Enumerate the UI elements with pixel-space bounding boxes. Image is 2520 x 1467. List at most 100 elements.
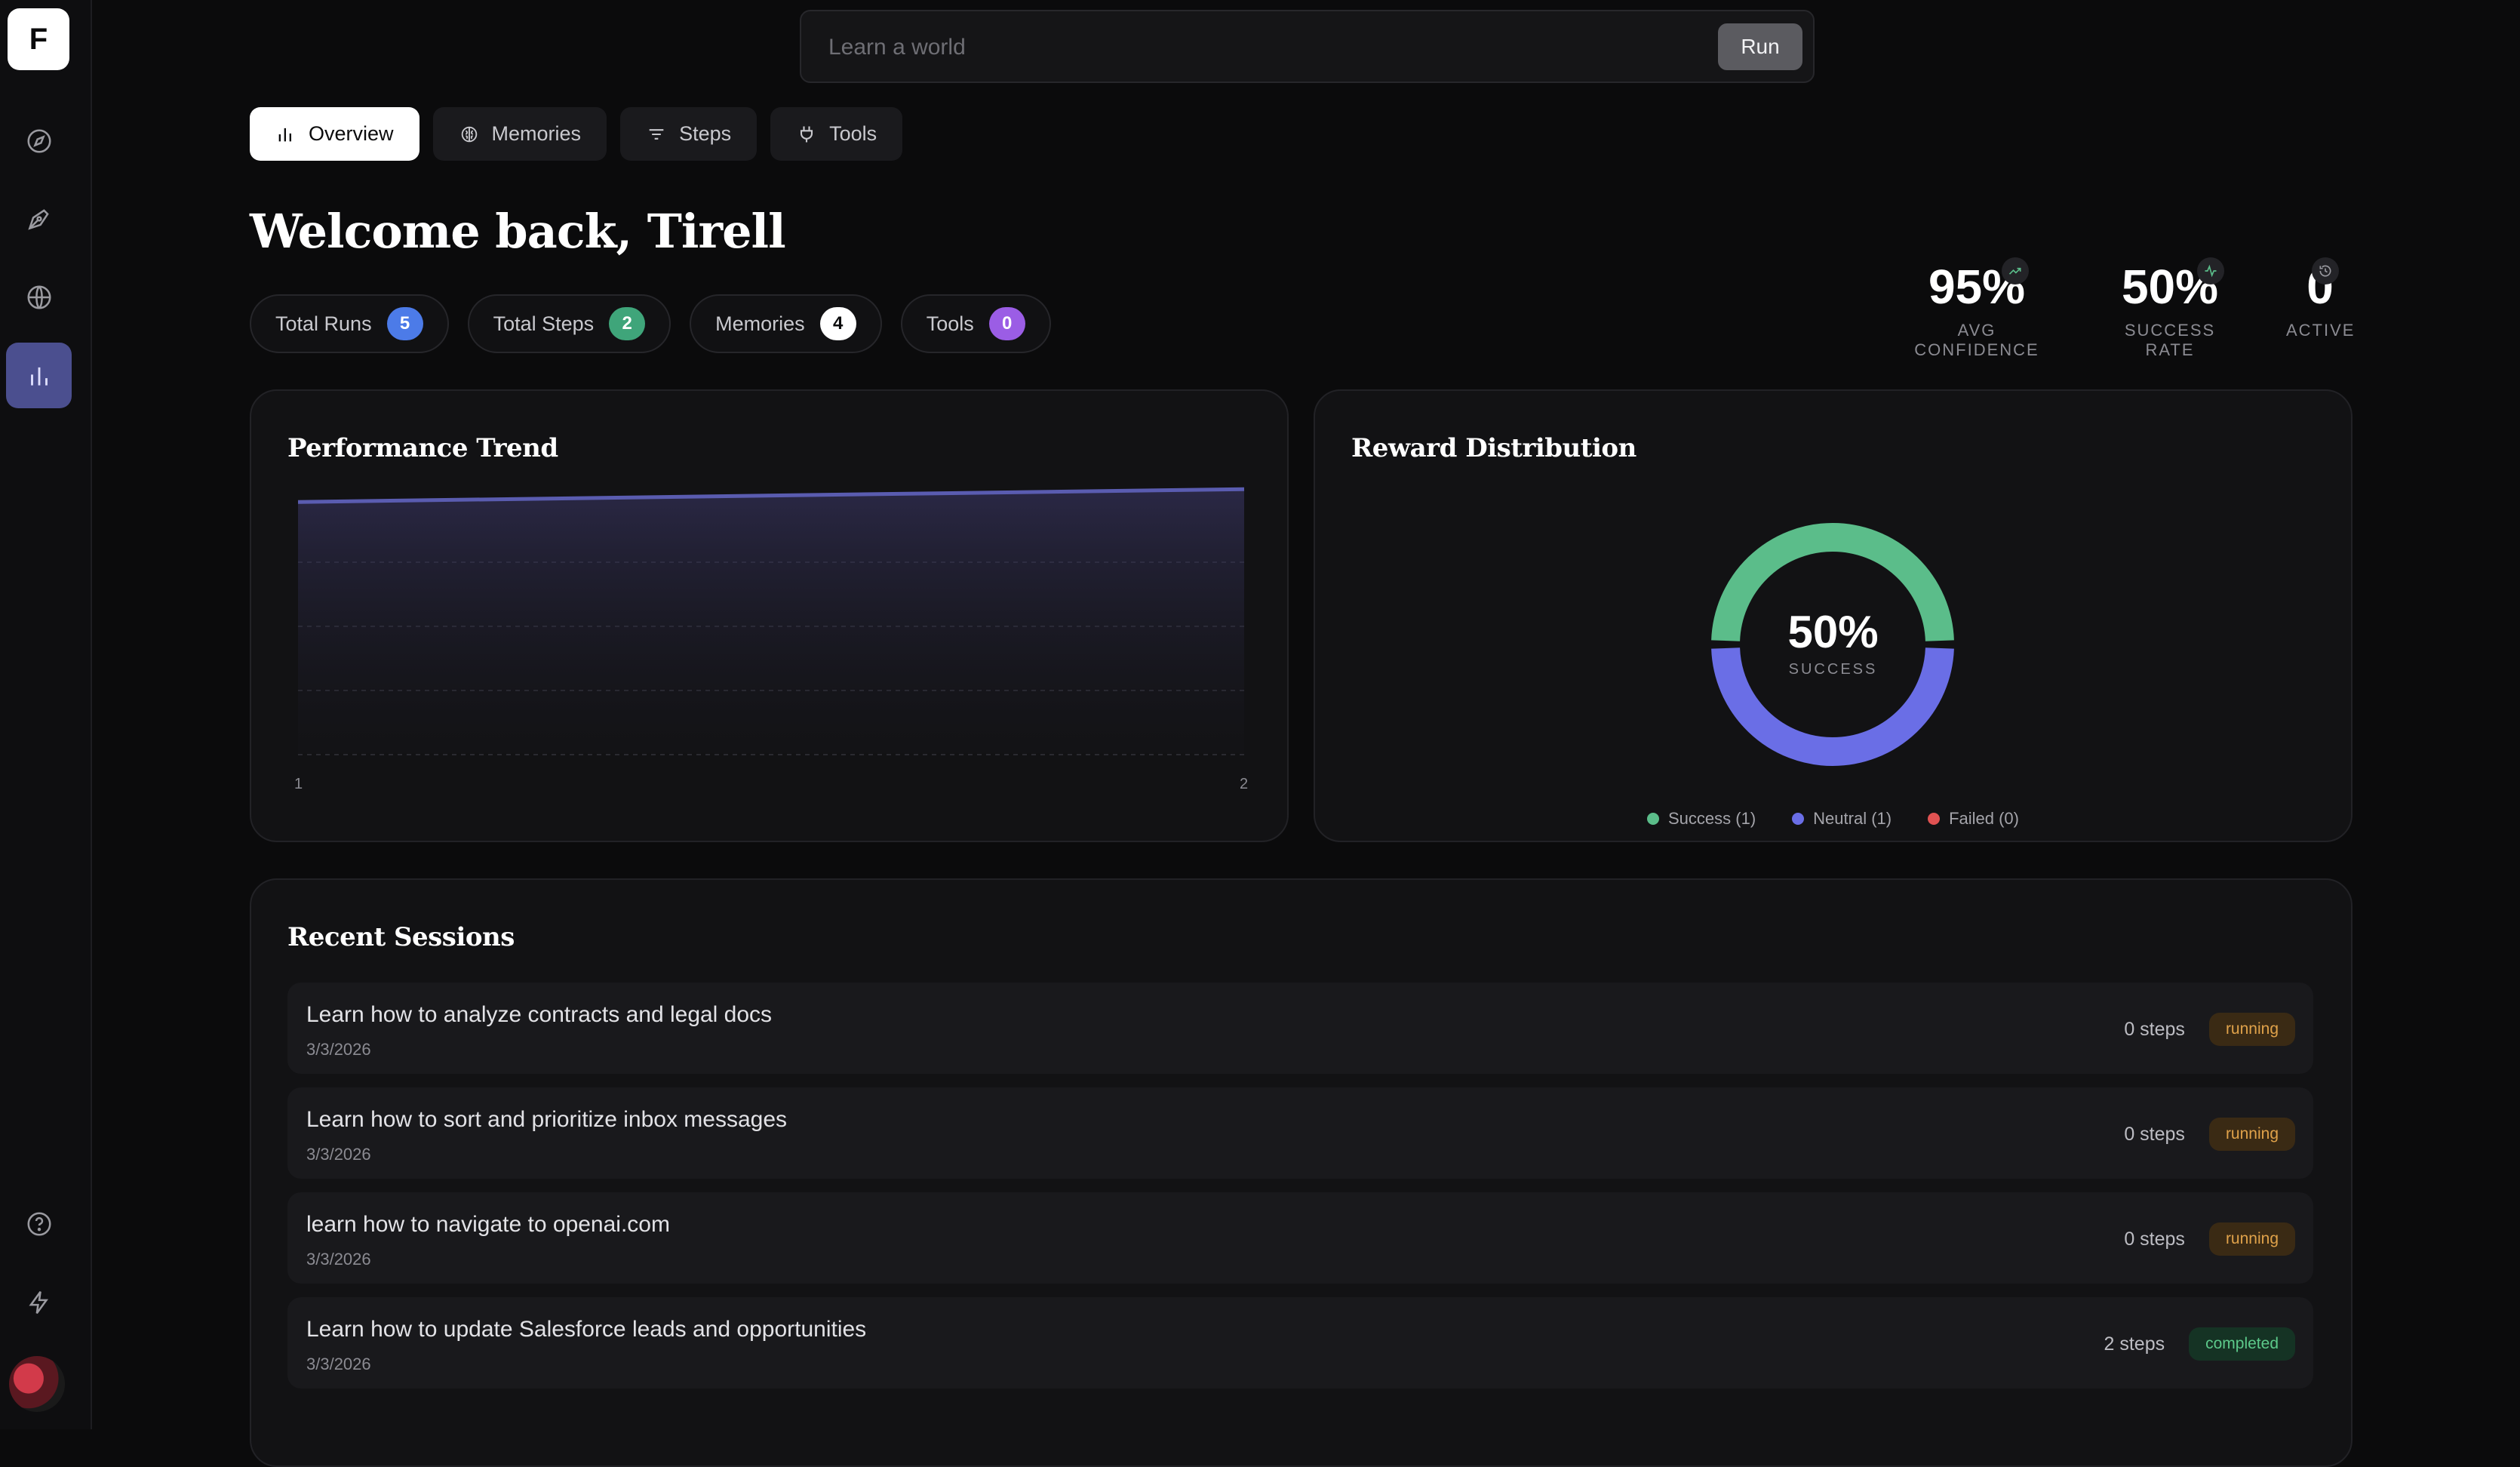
legend-dot: [1928, 813, 1941, 825]
explore-nav-button[interactable]: [6, 108, 72, 174]
performance-chart: [297, 487, 1245, 755]
recent-sessions-card: Recent Sessions Learn how to analyze con…: [250, 878, 2353, 1467]
session-steps: 0 steps: [2124, 1228, 2185, 1250]
card-title: Performance Trend: [287, 433, 558, 463]
donut-slice-neutral[interactable]: [1711, 647, 1954, 766]
bar-chart-icon: [278, 128, 291, 141]
status-badge: completed: [2189, 1327, 2295, 1361]
reward-distribution-card: Reward Distribution 50% SUCCESS Success …: [1314, 389, 2353, 842]
center-value: 50%: [1787, 607, 1879, 657]
tab-steps[interactable]: Steps: [620, 107, 758, 161]
plug-icon: [801, 126, 813, 142]
session-steps: 2 steps: [2104, 1333, 2165, 1355]
tab-label: Memories: [491, 122, 582, 145]
legend-label: Failed (0): [1949, 809, 2019, 828]
session-steps: 0 steps: [2124, 1018, 2185, 1040]
trending-up-icon: [2002, 257, 2029, 284]
help-circle-icon: [26, 1211, 51, 1236]
trend-area: [298, 489, 1244, 753]
donut-center-label: SUCCESS: [1788, 661, 1878, 678]
card-title: Reward Distribution: [1351, 433, 1636, 463]
count-badge: 0: [988, 307, 1025, 340]
donut-center-value: 50%: [1787, 606, 1878, 658]
help-button[interactable]: [6, 1191, 72, 1256]
analytics-nav-button[interactable]: [6, 343, 72, 408]
legend-dot: [1792, 813, 1805, 825]
legend-item-neutral: Neutral (1): [1792, 809, 1892, 829]
world-search-bar: Run: [800, 10, 1815, 83]
session-title: Learn how to analyze contracts and legal…: [306, 1002, 773, 1027]
user-avatar[interactable]: [9, 1356, 65, 1412]
pen-tool-icon: [27, 208, 49, 230]
x-tick-label: 1: [294, 776, 303, 792]
total-steps-pill[interactable]: Total Steps 2: [467, 294, 671, 353]
tools-pill[interactable]: Tools 0: [900, 294, 1051, 353]
legend-dot: [1647, 813, 1659, 825]
active-stat: 0 ACTIVE: [2286, 257, 2356, 340]
count-badge: 4: [819, 307, 856, 340]
status-badge: running: [2208, 1013, 2295, 1046]
legend-item-success: Success (1): [1647, 809, 1756, 829]
tab-memories[interactable]: Memories: [432, 107, 607, 161]
session-row[interactable]: Learn how to update Salesforce leads and…: [287, 1297, 2313, 1389]
tab-tools[interactable]: Tools: [770, 107, 903, 161]
create-nav-button[interactable]: [6, 186, 72, 251]
world-search-input[interactable]: [828, 28, 1658, 67]
x-tick-label: 2: [1240, 776, 1249, 792]
legend-item-failed: Failed (0): [1928, 809, 2019, 829]
session-title: Learn how to update Salesforce leads and…: [306, 1317, 867, 1342]
count-badge: 2: [609, 307, 646, 340]
session-row[interactable]: Learn how to sort and prioritize inbox m…: [287, 1087, 2313, 1179]
avg-confidence-stat: 95% AVG CONFIDENCE: [1896, 257, 2057, 360]
chart-legend: Success (1) Neutral (1) Failed (0): [1315, 809, 2351, 829]
brain-icon: [461, 126, 477, 142]
success-rate-stat: 50% SUCCESS RATE: [2104, 257, 2236, 360]
bar-chart-icon: [30, 367, 48, 386]
session-row[interactable]: learn how to navigate to openai.com 3/3/…: [287, 1192, 2313, 1284]
reward-donut-chart: [1711, 523, 1954, 766]
pill-label: Total Steps: [493, 312, 595, 335]
quick-action-button[interactable]: [6, 1269, 72, 1335]
bolt-icon: [28, 1290, 48, 1314]
stat-value: 95%: [1928, 260, 2026, 314]
run-button[interactable]: Run: [1718, 23, 1802, 70]
history-icon: [2312, 257, 2339, 284]
trend-line: [297, 487, 1245, 504]
pill-label: Tools: [926, 312, 974, 335]
total-runs-pill[interactable]: Total Runs 5: [250, 294, 449, 353]
session-date: 3/3/2026: [306, 1355, 371, 1373]
session-date: 3/3/2026: [306, 1250, 371, 1269]
stat-label: ACTIVE: [2286, 321, 2356, 340]
session-title: Learn how to sort and prioritize inbox m…: [306, 1107, 788, 1132]
worlds-nav-button[interactable]: [6, 264, 72, 330]
stat-label: SUCCESS RATE: [2124, 321, 2216, 360]
summary-pills: Total Runs 5 Total Steps 2 Memories 4 To…: [250, 294, 1051, 353]
session-title: learn how to navigate to openai.com: [306, 1212, 670, 1237]
tab-label: Steps: [679, 122, 732, 145]
session-steps: 0 steps: [2124, 1123, 2185, 1145]
globe-icon: [26, 284, 51, 309]
memories-pill[interactable]: Memories 4: [690, 294, 882, 353]
welcome-heading: Welcome back, Tirell: [250, 204, 786, 259]
session-date: 3/3/2026: [306, 1040, 371, 1059]
pill-label: Memories: [715, 312, 805, 335]
filter-icon: [649, 128, 664, 140]
tab-label: Overview: [309, 122, 394, 145]
sidebar: F: [0, 0, 92, 1429]
compass-icon: [26, 128, 51, 153]
status-badge: running: [2208, 1118, 2295, 1151]
status-badge: running: [2208, 1222, 2295, 1256]
tab-bar: Overview Memories Steps Tools: [250, 107, 903, 161]
card-title: Recent Sessions: [287, 922, 515, 952]
session-row[interactable]: Learn how to analyze contracts and legal…: [287, 983, 2313, 1074]
donut-slice-success[interactable]: [1711, 523, 1954, 641]
tab-overview[interactable]: Overview: [250, 107, 419, 161]
legend-label: Success (1): [1668, 809, 1756, 828]
activity-icon: [2197, 257, 2224, 284]
tab-label: Tools: [829, 122, 877, 145]
legend-label: Neutral (1): [1813, 809, 1892, 828]
stat-label: AVG CONFIDENCE: [1914, 321, 2039, 360]
count-badge: 5: [386, 307, 423, 340]
pill-label: Total Runs: [275, 312, 372, 335]
app-logo[interactable]: F: [8, 8, 69, 70]
